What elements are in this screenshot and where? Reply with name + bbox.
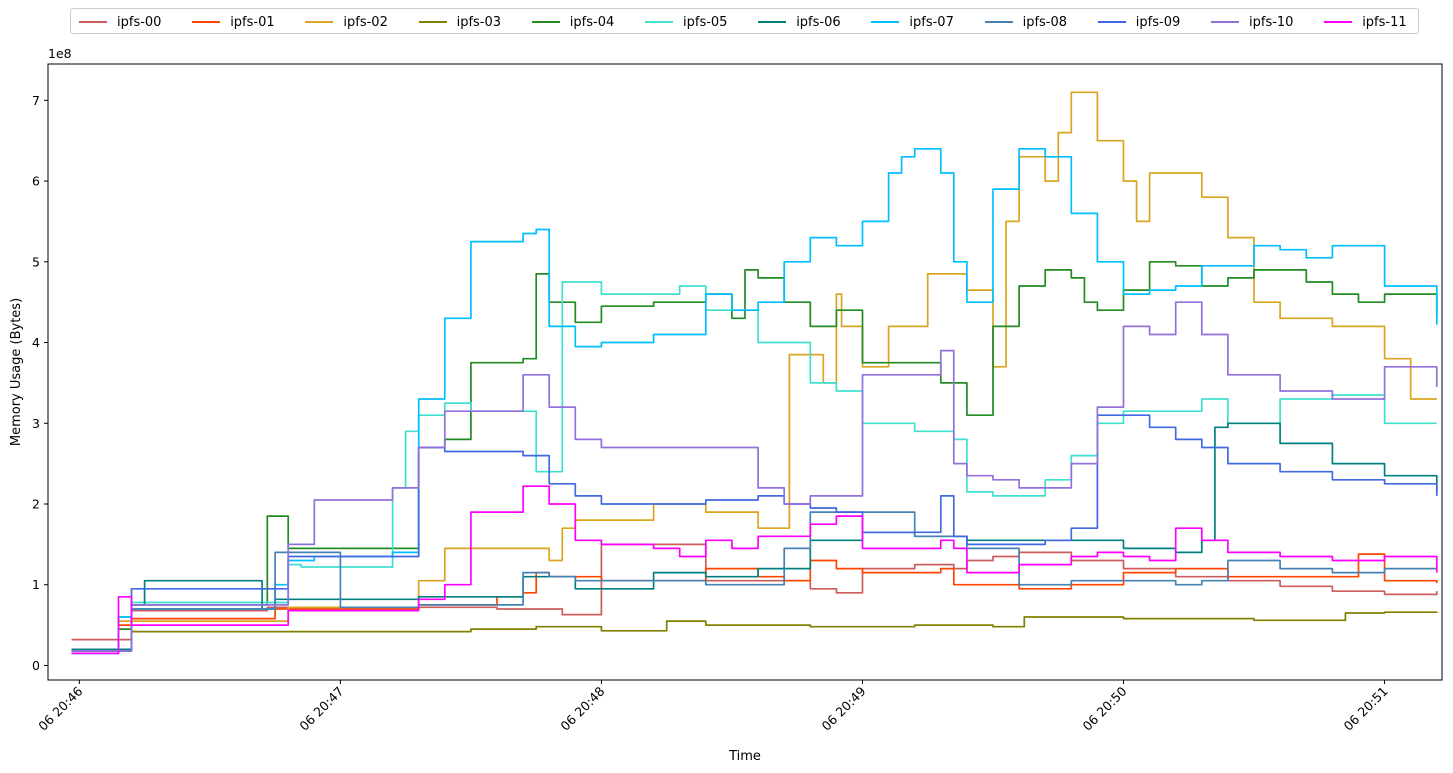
x-tick-label: 06 20:49: [818, 683, 868, 733]
legend-item-ipfs-08: ipfs-08: [984, 13, 1068, 31]
legend-label: ipfs-06: [796, 14, 841, 30]
legend-label: ipfs-09: [1135, 14, 1181, 30]
legend-label: ipfs-02: [343, 14, 388, 30]
legend-swatch: [1324, 21, 1353, 23]
legend-swatch: [305, 21, 334, 23]
legend-item-ipfs-03: ipfs-03: [418, 13, 502, 31]
series-line-ipfs-04: [71, 260, 1438, 652]
x-tick-label: 06 20:46: [35, 683, 85, 733]
y-axis-ticks: 0 1 2 3 4 5 6 7: [32, 93, 48, 673]
series-line-ipfs-03: [71, 611, 1438, 652]
y-tick-label: 6: [32, 174, 40, 189]
x-axis-ticks: 06 20:46 06 20:47 06 20:48 06 20:49 06 20:50…: [35, 680, 1391, 734]
legend-item-ipfs-01: ipfs-01: [192, 13, 275, 31]
x-tick-label: 06 20:47: [296, 684, 346, 734]
x-tick-label: 06 20:50: [1080, 683, 1130, 733]
legend-label: ipfs-03: [456, 14, 502, 30]
legend-swatch: [645, 21, 673, 23]
x-tick-label: 06 20:48: [557, 683, 607, 733]
legend-swatch: [871, 21, 900, 23]
legend-label: ipfs-00: [117, 14, 162, 30]
y-tick-label: 1: [32, 577, 40, 592]
x-axis-label: Time: [728, 749, 761, 764]
legend-swatch: [1097, 21, 1126, 23]
legend-label: ipfs-07: [909, 14, 954, 30]
legend-label: ipfs-01: [230, 14, 275, 30]
legend-item-ipfs-11: ipfs-11: [1324, 13, 1407, 31]
legend-item-ipfs-07: ipfs-07: [871, 13, 954, 31]
legend-item-ipfs-05: ipfs-05: [645, 13, 727, 31]
legend-swatch: [192, 21, 221, 23]
series-line-ipfs-05: [71, 281, 1437, 651]
legend-label: ipfs-10: [1249, 14, 1294, 30]
legend-item-ipfs-09: ipfs-09: [1097, 13, 1181, 31]
legend-label: ipfs-05: [683, 14, 728, 30]
series-lines: [71, 91, 1438, 655]
legend: ipfs-00 ipfs-01 ipfs-02 ipfs-03 ipfs-04 ipfs-…: [70, 8, 1419, 34]
legend-swatch: [79, 21, 107, 23]
legend-swatch: [418, 21, 447, 23]
series-line-ipfs-10: [71, 301, 1438, 652]
legend-label: ipfs-11: [1362, 14, 1407, 30]
series-line-ipfs-02: [71, 91, 1437, 651]
y-tick-label: 3: [32, 416, 40, 431]
y-tick-label: 7: [32, 93, 40, 108]
legend-swatch: [984, 21, 1013, 23]
legend-item-ipfs-00: ipfs-00: [79, 13, 161, 31]
legend-label: ipfs-04: [569, 14, 615, 30]
series-line-ipfs-09: [71, 414, 1438, 652]
legend-swatch: [531, 21, 560, 23]
legend-swatch: [1211, 21, 1239, 23]
y-axis-label: Memory Usage (Bytes): [9, 298, 24, 446]
legend-item-ipfs-04: ipfs-04: [531, 13, 615, 31]
series-line-ipfs-07: [71, 147, 1438, 655]
series-line-ipfs-08: [71, 511, 1437, 652]
x-tick-label: 06 20:51: [1341, 684, 1391, 734]
y-tick-label: 5: [32, 254, 40, 269]
y-offset-text: 1e8: [48, 46, 72, 61]
series-line-ipfs-06: [71, 422, 1438, 651]
legend-item-ipfs-10: ipfs-10: [1211, 13, 1293, 31]
legend-label: ipfs-08: [1022, 14, 1068, 30]
series-line-ipfs-11: [71, 485, 1438, 655]
legend-swatch: [758, 21, 787, 23]
legend-item-ipfs-06: ipfs-06: [758, 13, 841, 31]
plot-frame: [47, 63, 1443, 681]
y-tick-label: 0: [32, 658, 40, 673]
legend-item-ipfs-02: ipfs-02: [305, 13, 388, 31]
y-tick-label: 4: [32, 335, 40, 350]
y-tick-label: 2: [32, 497, 40, 512]
